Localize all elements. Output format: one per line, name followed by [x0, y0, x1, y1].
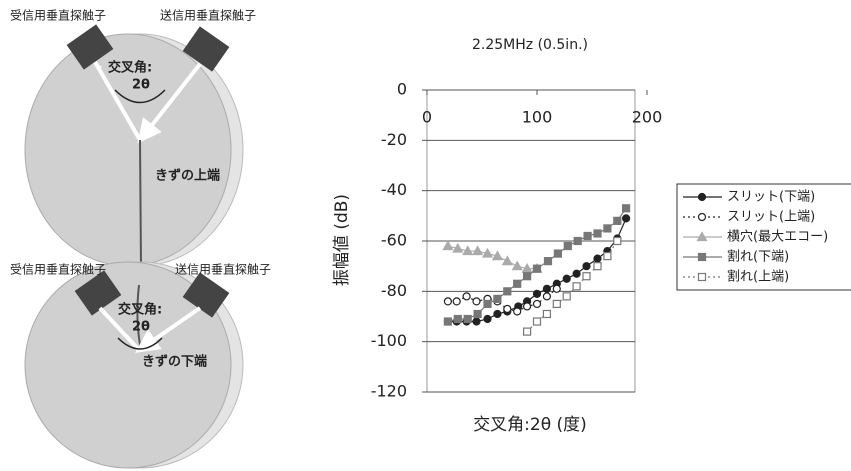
angle-symbol: 2θ [132, 78, 150, 93]
probe-label: 受信用垂直探触子 [10, 9, 106, 23]
y-tick-label: -80 [381, 281, 407, 300]
legend-label: 割れ(上端) [727, 269, 789, 285]
y-tick-label: -60 [381, 231, 407, 250]
marker [543, 310, 550, 317]
diagram-bottom: 受信用垂直探触子 送信用垂直探触子 交叉角: 2θ きずの下端 [10, 262, 271, 469]
marker [543, 293, 550, 300]
marker [594, 255, 601, 262]
marker [534, 300, 541, 307]
marker [524, 273, 531, 280]
legend-marker [699, 194, 706, 201]
marker [564, 243, 571, 250]
marker [464, 316, 471, 323]
marker [463, 293, 470, 300]
marker [543, 285, 550, 292]
marker [553, 300, 560, 307]
x-tick-label: 0 [422, 108, 432, 127]
marker [583, 263, 590, 270]
marker [534, 318, 541, 325]
marker [504, 288, 511, 295]
marker [484, 316, 491, 323]
legend-label: スリット(上端) [727, 210, 815, 225]
marker [573, 270, 580, 277]
marker [473, 298, 480, 305]
marker [444, 298, 451, 305]
legend-marker [699, 254, 706, 261]
marker [594, 263, 601, 270]
marker [444, 318, 451, 325]
marker [554, 250, 561, 257]
marker [524, 303, 531, 310]
page: {"diagrams": [ {"left_probe": "受信用垂直探触子"… [0, 0, 851, 471]
angle-label: 交叉角: [108, 60, 152, 76]
y-tick-label: -40 [381, 180, 407, 199]
marker [583, 273, 590, 280]
diagram-top: 受信用垂直探触子 送信用垂直探触子 交叉角: 2θ きずの上端 [10, 8, 256, 267]
chart: 0 -20 -40 -60 -80 -100 -120 0 100 200 2.25MHz (0.5… [332, 37, 851, 435]
marker [453, 298, 460, 305]
marker [594, 230, 601, 237]
marker [494, 310, 501, 317]
y-tick-label: -120 [371, 382, 407, 401]
marker [474, 310, 481, 317]
marker [524, 328, 531, 335]
y-tick-label: -20 [381, 130, 407, 149]
marker [514, 280, 521, 287]
x-axis-label: 交叉角:2θ (度) [473, 415, 587, 435]
legend-label: 割れ(下端) [727, 249, 789, 265]
marker [623, 215, 630, 222]
marker [534, 290, 541, 297]
legend-marker [699, 214, 706, 221]
marker [573, 283, 580, 290]
marker [563, 275, 570, 282]
marker [604, 253, 611, 260]
marker [614, 238, 621, 245]
legend-label: 横穴(最大エコー) [727, 230, 828, 245]
probe-label: 送信用垂直探触子 [160, 8, 256, 23]
marker [454, 316, 461, 323]
crack-label: きずの下端 [142, 354, 207, 370]
marker [614, 217, 621, 224]
angle-label: 交叉角: [118, 302, 162, 318]
marker [514, 308, 521, 315]
crack-label: きずの上端 [155, 168, 220, 184]
probe-label: 送信用垂直探触子 [175, 262, 271, 277]
legend: スリット(下端) スリット(上端) 横穴(最大エコー) 割れ(下端) 割れ(上端) [677, 184, 851, 290]
marker [623, 205, 630, 212]
x-tick-label: 200 [632, 108, 663, 127]
marker [563, 293, 570, 300]
legend-marker [699, 274, 706, 281]
marker [534, 265, 541, 272]
y-tick-label: -100 [371, 331, 407, 350]
marker [484, 300, 491, 307]
chart-title: 2.25MHz (0.5in.) [472, 37, 588, 53]
marker [553, 285, 560, 292]
marker [473, 318, 480, 325]
marker [604, 225, 611, 232]
y-axis-label: 振幅値 (dB) [332, 194, 352, 286]
marker [574, 238, 581, 245]
figure: 受信用垂直探触子 送信用垂直探触子 交叉角: 2θ きずの上端 受信用垂直探触子… [0, 0, 851, 471]
y-tick-label: 0 [397, 80, 407, 99]
marker [504, 305, 511, 312]
x-tick-label: 100 [522, 108, 553, 127]
marker [494, 295, 501, 302]
angle-symbol: 2θ [132, 320, 150, 335]
legend-label: スリット(下端) [727, 190, 815, 205]
marker [584, 232, 591, 239]
probe-label: 受信用垂直探触子 [10, 263, 106, 277]
marker [545, 258, 552, 265]
